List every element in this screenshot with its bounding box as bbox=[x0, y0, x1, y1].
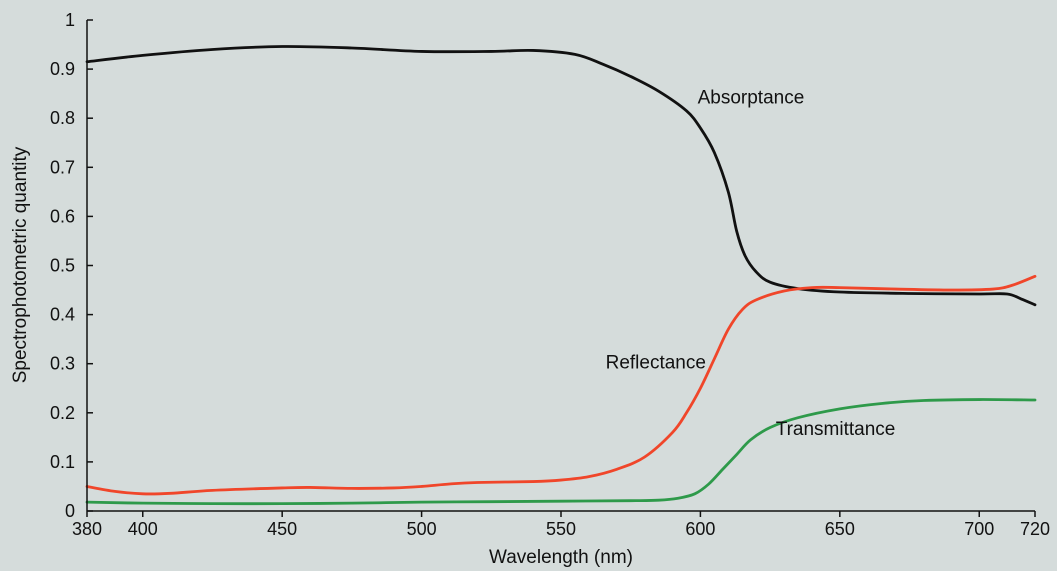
x-tick-label: 700 bbox=[964, 519, 994, 539]
y-tick-label: 0.6 bbox=[50, 206, 75, 226]
series-label-absorptance: Absorptance bbox=[698, 87, 805, 108]
series-label-reflectance: Reflectance bbox=[606, 353, 706, 374]
y-tick-label: 0.2 bbox=[50, 403, 75, 423]
y-tick-label: 0 bbox=[65, 501, 75, 521]
series-line-transmittance bbox=[85, 398, 1037, 506]
x-tick-label: 720 bbox=[1020, 519, 1050, 539]
x-tick-label: 450 bbox=[267, 519, 297, 539]
y-tick-label: 0.1 bbox=[50, 452, 75, 472]
label-layer: Absorptance Reflectance Transmittance bbox=[606, 87, 896, 439]
x-tick-label: 400 bbox=[128, 519, 158, 539]
y-tick-label: 0.7 bbox=[50, 157, 75, 177]
y-tick-label: 1 bbox=[65, 10, 75, 30]
series-label-transmittance: Transmittance bbox=[776, 419, 896, 440]
y-tick-label: 0.3 bbox=[50, 354, 75, 374]
x-tick-label: 550 bbox=[546, 519, 576, 539]
y-axis-title: Spectrophotometric quantity bbox=[10, 146, 31, 383]
y-tick-label: 0.9 bbox=[50, 59, 75, 79]
series-line-absorptance bbox=[85, 45, 1037, 307]
y-tick-label: 0.8 bbox=[50, 108, 75, 128]
x-tick-label: 650 bbox=[825, 519, 855, 539]
x-tick-label: 500 bbox=[407, 519, 437, 539]
series-line-reflectance bbox=[85, 274, 1037, 496]
x-axis-title: Wavelength (nm) bbox=[489, 547, 633, 568]
tick-layer: 380 400 450 500 550 600 650 700 720 0 0.1 0.2 0.3 0.4… bbox=[50, 10, 1050, 539]
series-layer bbox=[85, 45, 1037, 506]
x-tick-label: 380 bbox=[72, 519, 102, 539]
y-tick-label: 0.5 bbox=[50, 256, 75, 276]
x-tick-label: 600 bbox=[685, 519, 715, 539]
y-tick-label: 0.4 bbox=[50, 305, 75, 325]
